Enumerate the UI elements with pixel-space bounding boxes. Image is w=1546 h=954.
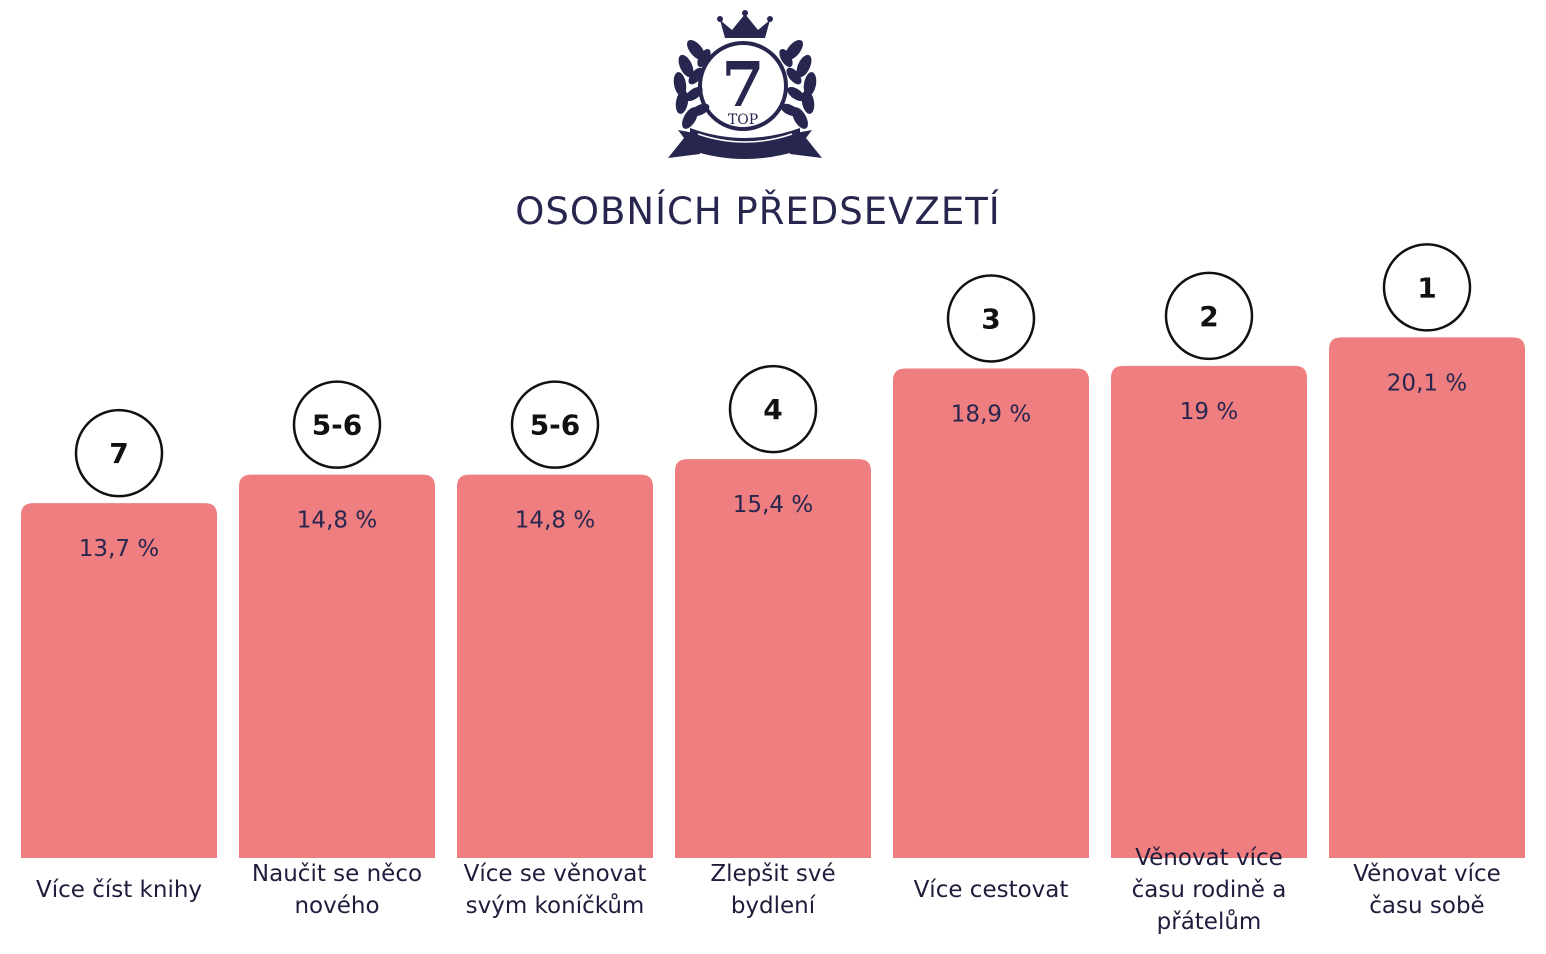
chart-title: OSOBNÍCH PŘEDSEVZETÍ bbox=[515, 190, 1001, 233]
rank-badge bbox=[292, 380, 382, 469]
value-label: 18,9 % bbox=[951, 401, 1031, 427]
category-label: Věnovat více bbox=[1135, 845, 1283, 871]
category-label: Věnovat více bbox=[1353, 861, 1501, 887]
category-label: Naučit se něco bbox=[252, 861, 422, 887]
bar bbox=[893, 368, 1089, 858]
value-label: 14,8 % bbox=[297, 508, 377, 534]
bar bbox=[1329, 337, 1525, 858]
rank-badge bbox=[74, 408, 164, 498]
value-label: 20,1 % bbox=[1387, 370, 1467, 396]
bar bbox=[1111, 365, 1307, 858]
category-label: Více číst knihy bbox=[36, 877, 202, 903]
bar bbox=[21, 503, 217, 858]
bar bbox=[239, 474, 435, 858]
category-label: nového bbox=[294, 893, 379, 919]
logo-number: 7 bbox=[721, 48, 764, 121]
value-label: 19 % bbox=[1180, 399, 1238, 425]
rank-label: 7 bbox=[109, 437, 128, 470]
rank-badge bbox=[1382, 243, 1472, 332]
category-label: přátelům bbox=[1157, 908, 1262, 935]
rank-label: 1 bbox=[1417, 271, 1436, 304]
category-label: času rodině a bbox=[1132, 877, 1287, 903]
bar bbox=[457, 474, 653, 858]
rank-label: 4 bbox=[763, 393, 782, 426]
value-label: 14,8 % bbox=[515, 508, 595, 534]
value-label: 15,4 % bbox=[733, 492, 813, 518]
crown-laurel-badge-icon: 7 TOP bbox=[668, 10, 822, 159]
rank-badge bbox=[510, 380, 600, 469]
rank-label: 3 bbox=[981, 302, 1000, 335]
rank-badge bbox=[1164, 271, 1254, 361]
rank-label: 2 bbox=[1199, 300, 1218, 333]
top7-logo: 7 TOP bbox=[660, 8, 830, 168]
category-label: času sobě bbox=[1369, 893, 1484, 919]
category-label: svým koníčkům bbox=[466, 892, 645, 919]
value-label: 13,7 % bbox=[79, 536, 159, 562]
rank-badge bbox=[728, 364, 818, 454]
rank-label: 5-6 bbox=[530, 409, 581, 442]
category-label: Zlepšit své bbox=[710, 861, 835, 887]
category-label: Více cestovat bbox=[914, 877, 1069, 903]
category-label: bydlení bbox=[731, 893, 816, 919]
category-label: Více se věnovat bbox=[464, 861, 647, 887]
bar bbox=[675, 459, 871, 858]
rank-label: 5-6 bbox=[312, 409, 363, 442]
rank-badge bbox=[946, 274, 1036, 363]
logo-subtext: TOP bbox=[728, 112, 758, 128]
